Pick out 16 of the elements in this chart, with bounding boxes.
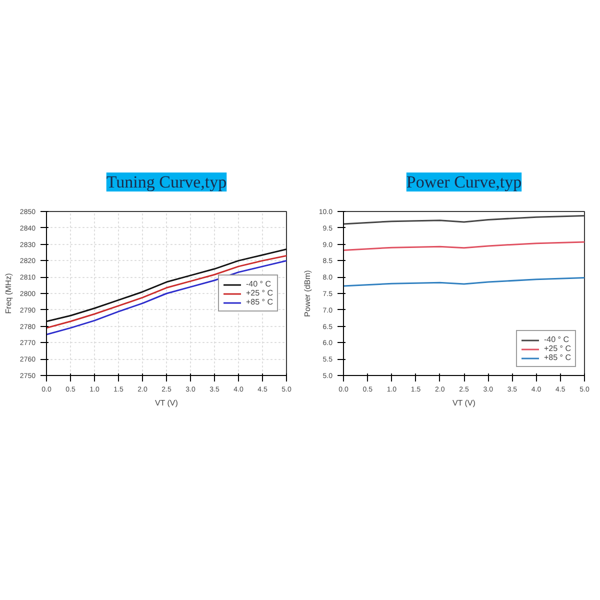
y-axis-title: Freq (MHz): [4, 272, 13, 314]
x-axis-title: VT (V): [154, 398, 178, 408]
legend-label: -40 ° C: [246, 280, 271, 288]
line-series: [344, 241, 584, 251]
line-series: [344, 277, 584, 287]
legend-label: -40 ° C: [544, 335, 569, 344]
line-series: [344, 215, 584, 225]
legend-label: +85 ° C: [544, 353, 571, 362]
chart-title: Power Curve,typ: [406, 172, 522, 192]
legend-label: +25 ° C: [246, 288, 273, 298]
y-axis-title: Power (dBm): [302, 270, 312, 317]
legend-label: +85 ° C: [246, 298, 273, 306]
x-axis-title: VT (V): [452, 398, 476, 408]
line-series: [46, 248, 286, 322]
chart-title: Tuning Curve,typ: [106, 172, 227, 192]
legend-label: +25 ° C: [544, 344, 571, 353]
